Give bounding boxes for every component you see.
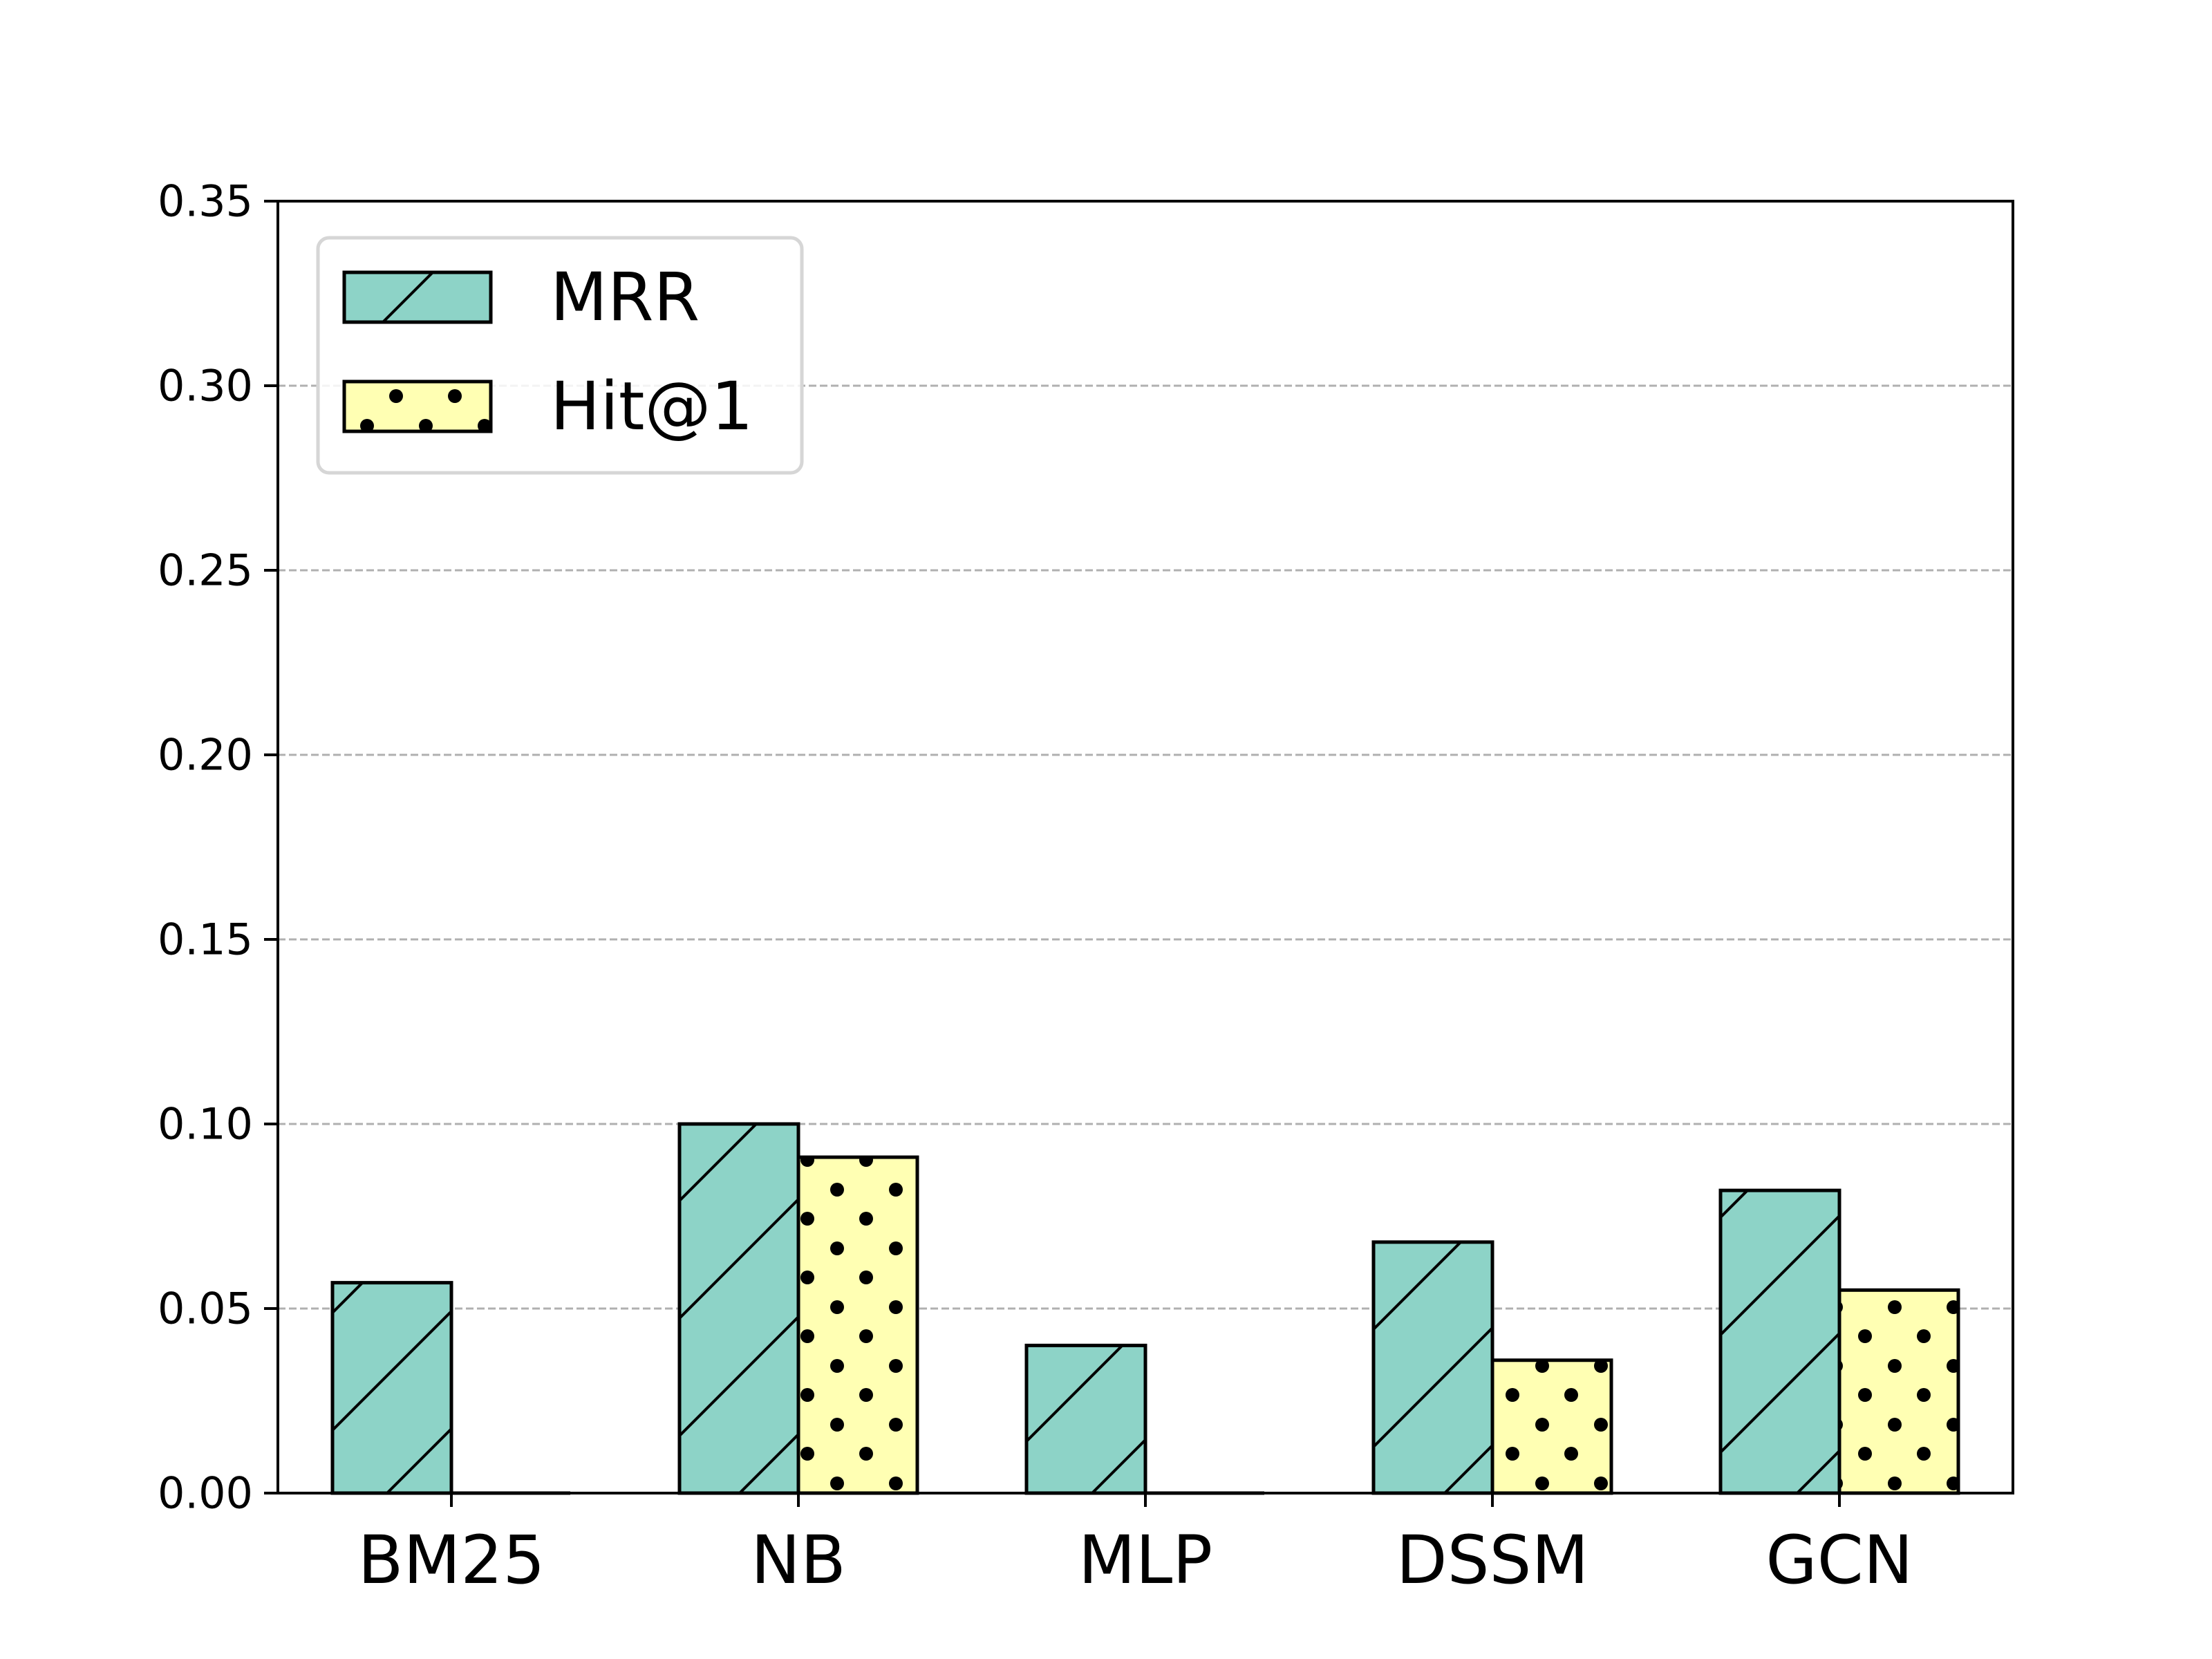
x-axis: BM25 NB MLP DSSM GCN	[358, 1493, 1913, 1599]
bar-mrr-bm25	[330, 1281, 453, 1495]
y-tick-label: 0.10	[158, 1099, 253, 1150]
x-tick-label: GCN	[1765, 1521, 1913, 1599]
y-tick-label: 0.35	[158, 176, 253, 227]
bar-mrr-nb	[677, 1122, 800, 1495]
y-tick-label: 0.15	[158, 915, 253, 965]
x-tick-label: BM25	[358, 1521, 545, 1599]
bars	[330, 1122, 1960, 1495]
y-tick-label: 0.05	[158, 1284, 253, 1334]
bar-mrr-gcn	[1718, 1188, 1841, 1495]
legend: MRR Hit@1	[316, 236, 804, 475]
bar-mrr-mlp	[1024, 1343, 1147, 1495]
x-tick-label: DSSM	[1396, 1521, 1589, 1599]
legend-item-mrr: MRR	[342, 259, 700, 336]
bar-mrr-dssm	[1371, 1240, 1494, 1495]
y-tick-label: 0.00	[158, 1468, 253, 1519]
y-axis: 0.00 0.05 0.10 0.15 0.20 0.25 0.30 0.35	[158, 176, 278, 1519]
legend-swatch-hatch	[344, 272, 491, 322]
bar-hatch	[1027, 1345, 1145, 1493]
legend-swatch-outline	[342, 270, 493, 324]
bar-hatch	[1839, 1290, 1958, 1493]
bar-hit1-nb	[796, 1155, 919, 1495]
legend-label: MRR	[550, 259, 700, 336]
bar-hatch	[679, 1124, 798, 1493]
legend-swatch-hatch	[344, 382, 491, 431]
y-tick-label: 0.30	[158, 361, 253, 411]
x-tick-label: MLP	[1078, 1521, 1212, 1599]
bar-hatch	[332, 1282, 451, 1493]
legend-swatch-outline	[342, 379, 493, 433]
legend-item-hit1: Hit@1	[342, 368, 753, 445]
bar-hit1-gcn	[1837, 1288, 1960, 1495]
bar-hatch	[798, 1157, 917, 1493]
bar-hit1-dssm	[1490, 1358, 1613, 1495]
bar-hatch	[1492, 1360, 1611, 1493]
bar-hatch	[1721, 1190, 1839, 1493]
y-tick-label: 0.20	[158, 730, 253, 780]
legend-label: Hit@1	[550, 368, 753, 445]
bar-hatch	[1374, 1241, 1492, 1493]
y-tick-label: 0.25	[158, 545, 253, 596]
x-tick-label: NB	[751, 1521, 846, 1599]
